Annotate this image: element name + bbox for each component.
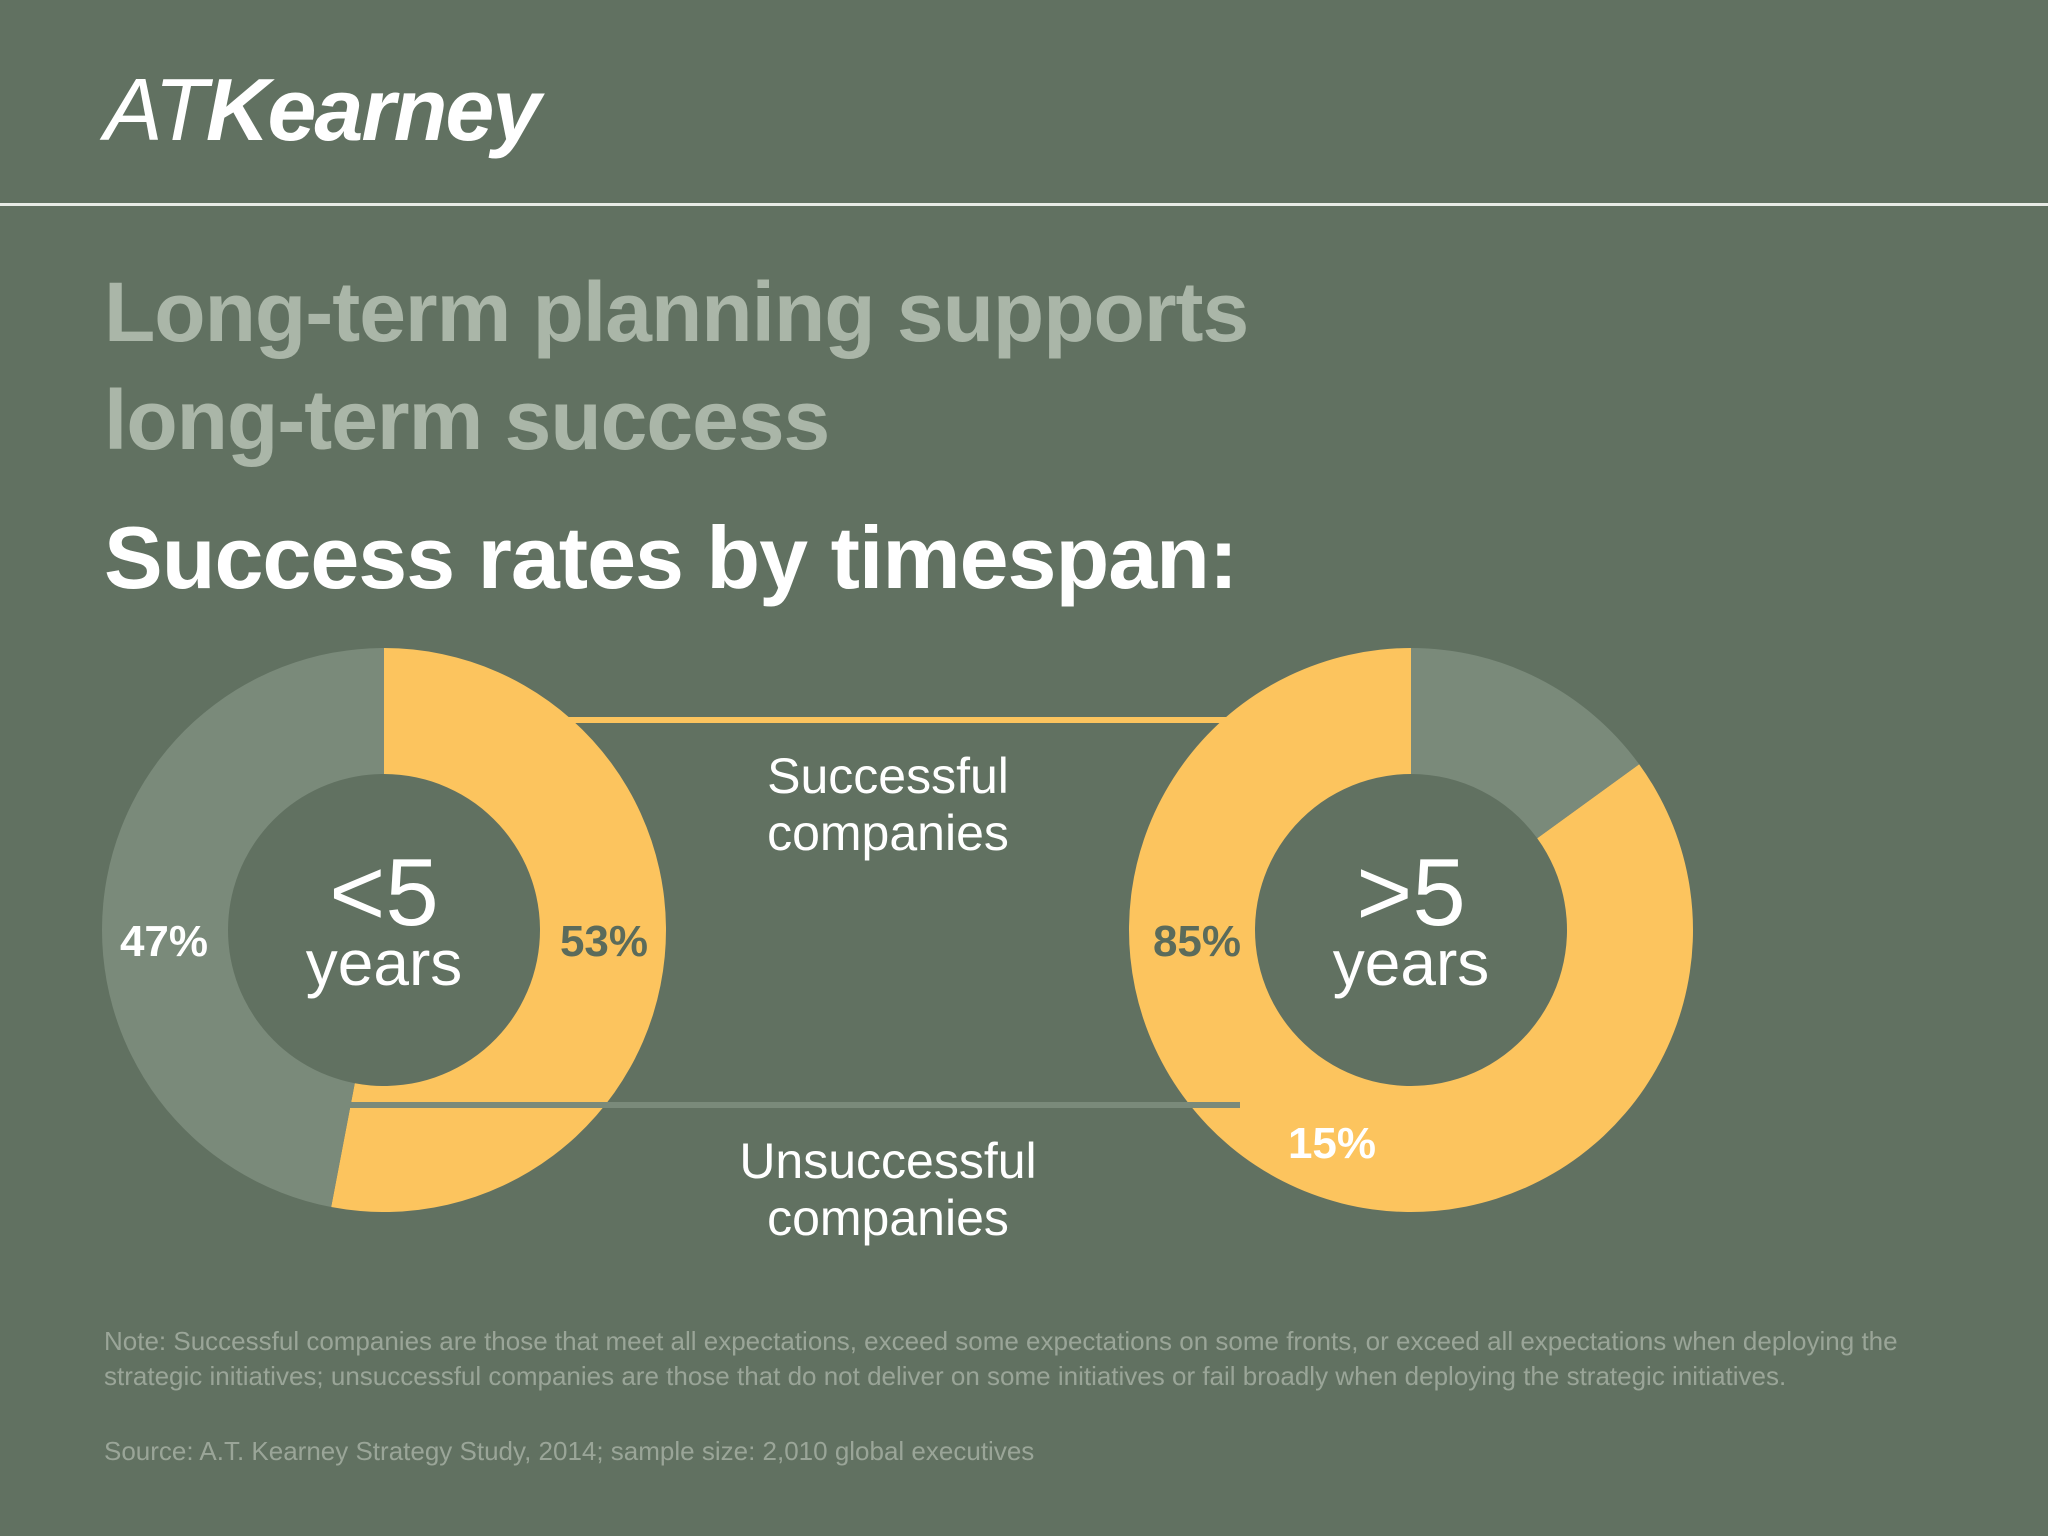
donut-1-center-value: >5 xyxy=(1356,839,1465,946)
logo-name: Kearney xyxy=(205,60,541,159)
header-divider xyxy=(0,203,2048,206)
chart-title: Success rates by timespan: xyxy=(104,508,1238,607)
donut-1-unsuccessful-value-label: 15% xyxy=(1288,1119,1376,1168)
legend-unsuccessful-line-2: companies xyxy=(767,1190,1009,1246)
donut-charts: Successful companies Unsuccessful compan… xyxy=(102,648,1694,1246)
donut-0-center-unit: years xyxy=(306,927,463,999)
donut-1-slice-successful xyxy=(1129,648,1694,1213)
headline-line-2: long-term success xyxy=(104,373,830,467)
footnote-note: Note: Successful companies are those tha… xyxy=(104,1326,1898,1391)
donut-chart-under-5-years xyxy=(102,648,667,1212)
donut-chart-over-5-years xyxy=(1129,648,1694,1213)
headline: Long-term planning supports long-term su… xyxy=(104,258,1604,474)
donut-0-slice-unsuccessful xyxy=(102,648,384,1208)
donut-1-successful-value-label: 85% xyxy=(1153,917,1241,966)
brand-logo: ATKearney xyxy=(104,66,541,154)
donut-0-successful-value-label: 53% xyxy=(560,917,648,966)
legend-successful-line-2: companies xyxy=(767,805,1009,861)
legend-unsuccessful-line-1: Unsuccessful xyxy=(739,1133,1036,1189)
headline-line-1: Long-term planning supports xyxy=(104,265,1249,359)
donut-0-center-value: <5 xyxy=(329,839,438,946)
donut-1-center-unit: years xyxy=(1333,927,1490,999)
footnote-source: Source: A.T. Kearney Strategy Study, 201… xyxy=(104,1436,1035,1466)
legend-successful-line-1: Successful xyxy=(767,748,1009,804)
donut-0-unsuccessful-value-label: 47% xyxy=(120,917,208,966)
donut-0-slice-successful xyxy=(331,648,667,1212)
logo-prefix: AT xyxy=(104,60,208,159)
donut-1-slice-unsuccessful xyxy=(1411,648,1640,839)
